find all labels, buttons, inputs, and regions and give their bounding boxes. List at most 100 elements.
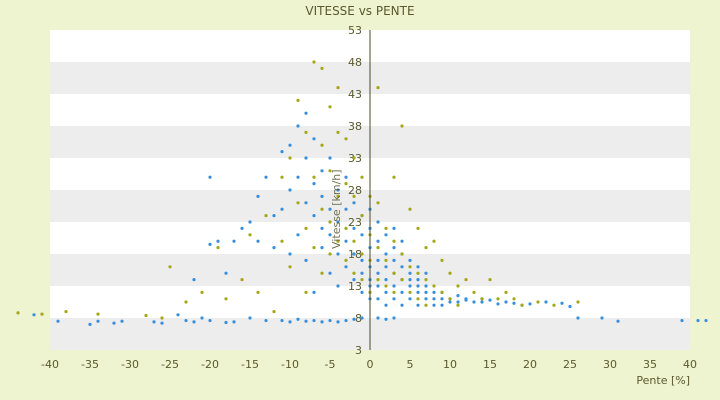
data-point bbox=[704, 318, 708, 323]
data-point bbox=[208, 242, 212, 246]
data-point bbox=[408, 278, 412, 282]
data-point bbox=[400, 290, 404, 294]
data-point bbox=[40, 312, 44, 316]
data-point bbox=[352, 239, 356, 243]
data-point bbox=[392, 284, 396, 288]
data-point bbox=[680, 318, 684, 323]
data-point bbox=[280, 239, 284, 243]
data-point bbox=[408, 258, 412, 262]
data-point bbox=[392, 239, 396, 243]
data-point bbox=[480, 300, 484, 304]
data-point bbox=[336, 284, 340, 288]
data-point bbox=[320, 226, 324, 230]
data-point bbox=[296, 175, 300, 179]
data-point bbox=[296, 124, 300, 128]
data-point bbox=[392, 297, 396, 301]
data-point bbox=[424, 246, 428, 250]
data-point bbox=[328, 156, 332, 160]
data-point bbox=[208, 318, 212, 323]
data-point bbox=[512, 297, 516, 301]
data-point bbox=[304, 319, 308, 323]
data-point bbox=[376, 258, 380, 262]
data-point bbox=[304, 156, 308, 160]
y-tick-label: 43 bbox=[348, 88, 362, 101]
data-point bbox=[224, 320, 228, 325]
y-tick-label: 23 bbox=[348, 216, 362, 229]
data-point bbox=[400, 303, 404, 307]
data-point bbox=[112, 321, 116, 325]
data-point bbox=[416, 284, 420, 288]
data-point bbox=[384, 252, 388, 256]
data-point bbox=[288, 252, 292, 256]
data-point bbox=[336, 239, 340, 243]
data-point bbox=[352, 317, 356, 321]
data-point bbox=[440, 290, 444, 294]
data-point bbox=[216, 239, 220, 243]
data-point bbox=[192, 320, 196, 324]
data-point bbox=[384, 258, 388, 262]
data-point bbox=[392, 226, 396, 230]
data-point bbox=[544, 300, 548, 304]
data-point bbox=[416, 226, 420, 230]
data-point bbox=[432, 284, 436, 288]
y-tick-label: 28 bbox=[348, 184, 362, 197]
data-point bbox=[408, 265, 412, 269]
data-point bbox=[280, 175, 284, 179]
x-tick-label: -5 bbox=[325, 358, 336, 371]
y-tick-label: 53 bbox=[348, 24, 362, 37]
data-point bbox=[248, 316, 252, 320]
data-point bbox=[360, 214, 364, 218]
data-point bbox=[96, 319, 100, 323]
data-point bbox=[344, 258, 348, 262]
data-point bbox=[504, 290, 508, 294]
data-point bbox=[256, 239, 260, 243]
data-point bbox=[440, 303, 444, 307]
data-point bbox=[328, 105, 332, 109]
data-point bbox=[320, 246, 324, 250]
data-point bbox=[376, 201, 380, 205]
y-tick-label: 48 bbox=[348, 56, 362, 69]
data-point bbox=[160, 316, 164, 320]
data-point bbox=[400, 265, 404, 269]
data-point bbox=[344, 175, 348, 179]
data-point bbox=[240, 226, 244, 230]
data-point bbox=[344, 318, 348, 323]
data-points bbox=[16, 60, 708, 326]
data-point bbox=[352, 226, 356, 230]
data-point bbox=[560, 301, 564, 305]
data-point bbox=[320, 66, 324, 70]
data-point bbox=[256, 194, 260, 198]
data-point bbox=[360, 278, 364, 282]
data-point bbox=[352, 194, 356, 198]
data-point bbox=[336, 252, 340, 256]
data-point bbox=[224, 271, 228, 275]
data-point bbox=[424, 284, 428, 288]
data-point bbox=[480, 297, 484, 301]
data-point bbox=[56, 319, 60, 323]
data-point bbox=[416, 278, 420, 282]
data-point bbox=[280, 150, 284, 154]
data-point bbox=[344, 137, 348, 141]
data-point bbox=[424, 303, 428, 307]
data-point bbox=[440, 258, 444, 262]
data-point bbox=[408, 271, 412, 275]
data-point bbox=[200, 290, 204, 294]
data-point bbox=[360, 252, 364, 256]
data-point bbox=[400, 278, 404, 282]
data-point bbox=[600, 316, 604, 320]
data-point bbox=[312, 290, 316, 294]
data-point bbox=[272, 214, 276, 218]
data-point bbox=[64, 310, 68, 314]
data-point bbox=[392, 175, 396, 179]
data-point bbox=[408, 207, 412, 211]
data-point bbox=[184, 300, 188, 304]
data-point bbox=[344, 265, 348, 269]
data-point bbox=[352, 156, 356, 160]
data-point bbox=[400, 124, 404, 128]
data-point bbox=[272, 246, 276, 250]
data-point bbox=[360, 175, 364, 179]
x-axis-ticks: -40 -35 -30 -25 -20 -15 -10 -5 0 5 10 15 20 25 30 35 40 bbox=[41, 358, 697, 371]
data-point bbox=[312, 318, 316, 323]
